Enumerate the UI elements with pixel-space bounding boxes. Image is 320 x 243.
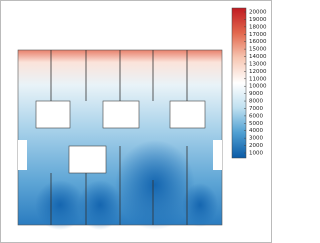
- colorbar-tick-label: 5000: [249, 121, 263, 127]
- contour-field: [17, 49, 223, 230]
- colorbar-tick-label: 12000: [249, 69, 267, 75]
- colorbar: [231, 7, 247, 159]
- colorbar-tick-label: 15000: [249, 47, 267, 53]
- colorbar-tick-label: 1000: [249, 151, 263, 157]
- colorbar-tick-label: 17000: [249, 32, 267, 38]
- colorbar-tick-label: 3000: [249, 136, 263, 142]
- colorbar-tick-label: 19000: [249, 17, 267, 23]
- colorbar-tick-label: 18000: [249, 24, 267, 30]
- colorbar-tick-label: 6000: [249, 113, 263, 119]
- colorbar-tick-label: 4000: [249, 128, 263, 134]
- colorbar-tick-label: 9000: [249, 91, 263, 97]
- colorbar-tick-label: 8000: [249, 99, 263, 105]
- colorbar-tick-label: 11000: [249, 76, 267, 82]
- colorbar-tick-label: 20000: [249, 10, 267, 16]
- colorbar-tick-label: 10000: [249, 84, 267, 90]
- colorbar-tick-label: 13000: [249, 61, 267, 67]
- colorbar-tick-label: 7000: [249, 106, 263, 112]
- colorbar-tick-label: 2000: [249, 143, 263, 149]
- colorbar-tick-label: 16000: [249, 39, 267, 45]
- colorbar-tick-label: 14000: [249, 54, 267, 60]
